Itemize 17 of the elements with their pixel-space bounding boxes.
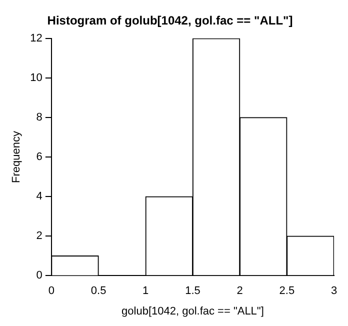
y-tick-label: 0 xyxy=(36,270,42,282)
y-tick-label: 10 xyxy=(30,72,42,84)
x-tick-label: 3 xyxy=(330,285,338,298)
x-tick-label: 0.5 xyxy=(90,285,106,298)
y-axis-title: Frequency xyxy=(10,130,23,183)
x-tick-label: 1 xyxy=(142,285,149,298)
chart-title: Histogram of golub[1042, gol.fac == "ALL"] xyxy=(47,14,293,28)
x-tick-label: 1.5 xyxy=(185,285,200,298)
x-tick-label: 0 xyxy=(48,285,54,298)
y-tick-label: 6 xyxy=(36,151,42,164)
x-axis-title: golub[1042, gol.fac == "ALL"] xyxy=(122,305,264,318)
y-tick-label: 12 xyxy=(30,32,42,44)
x-tick-label: 2 xyxy=(236,285,243,298)
y-tick-label: 4 xyxy=(36,190,42,203)
y-tick-label: 2 xyxy=(36,230,42,242)
y-tick-label: 8 xyxy=(36,112,42,124)
x-tick-label: 2.5 xyxy=(279,285,295,298)
